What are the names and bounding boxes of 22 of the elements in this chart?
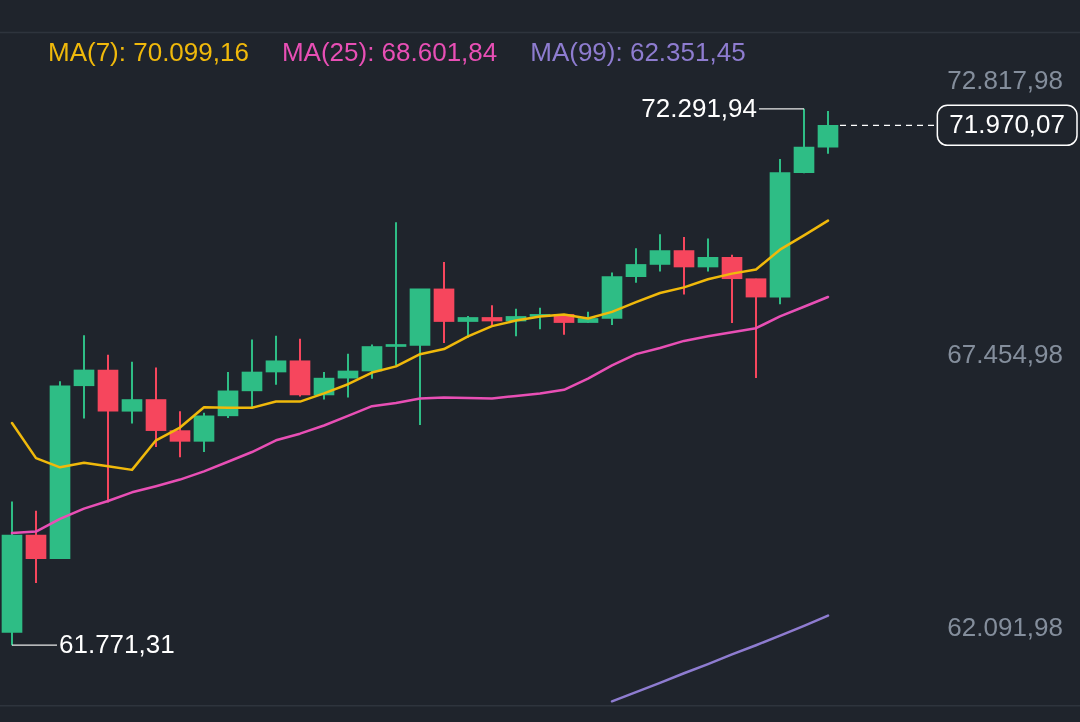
candlestick [697, 237, 719, 273]
candlestick [649, 233, 671, 273]
annotation: 61.771,31 [59, 629, 175, 660]
ref-line-label: 71.970,07 [949, 109, 1065, 140]
text: MA(25): 68.601,84 [281, 37, 498, 67]
candlestick [169, 410, 191, 459]
annotation: 72.291,94 [641, 93, 757, 124]
candlestick [73, 334, 95, 420]
candlestick [625, 247, 647, 284]
y-tick-label: 72.817,98 [947, 65, 1063, 96]
candlestick [673, 235, 695, 296]
candlestick [265, 334, 287, 386]
candlestick [817, 110, 839, 155]
candlestick [385, 221, 407, 367]
candlestick [121, 360, 143, 425]
text: MA(7): 70.099,16 [48, 37, 249, 67]
y-tick-label: 67.454,98 [947, 338, 1063, 369]
candlestick [481, 304, 503, 327]
candlestick [457, 314, 479, 339]
text: MA(99): 62.351,45 [530, 37, 746, 67]
y-tick-label: 62.091,98 [947, 611, 1063, 642]
candlestick [745, 277, 767, 380]
